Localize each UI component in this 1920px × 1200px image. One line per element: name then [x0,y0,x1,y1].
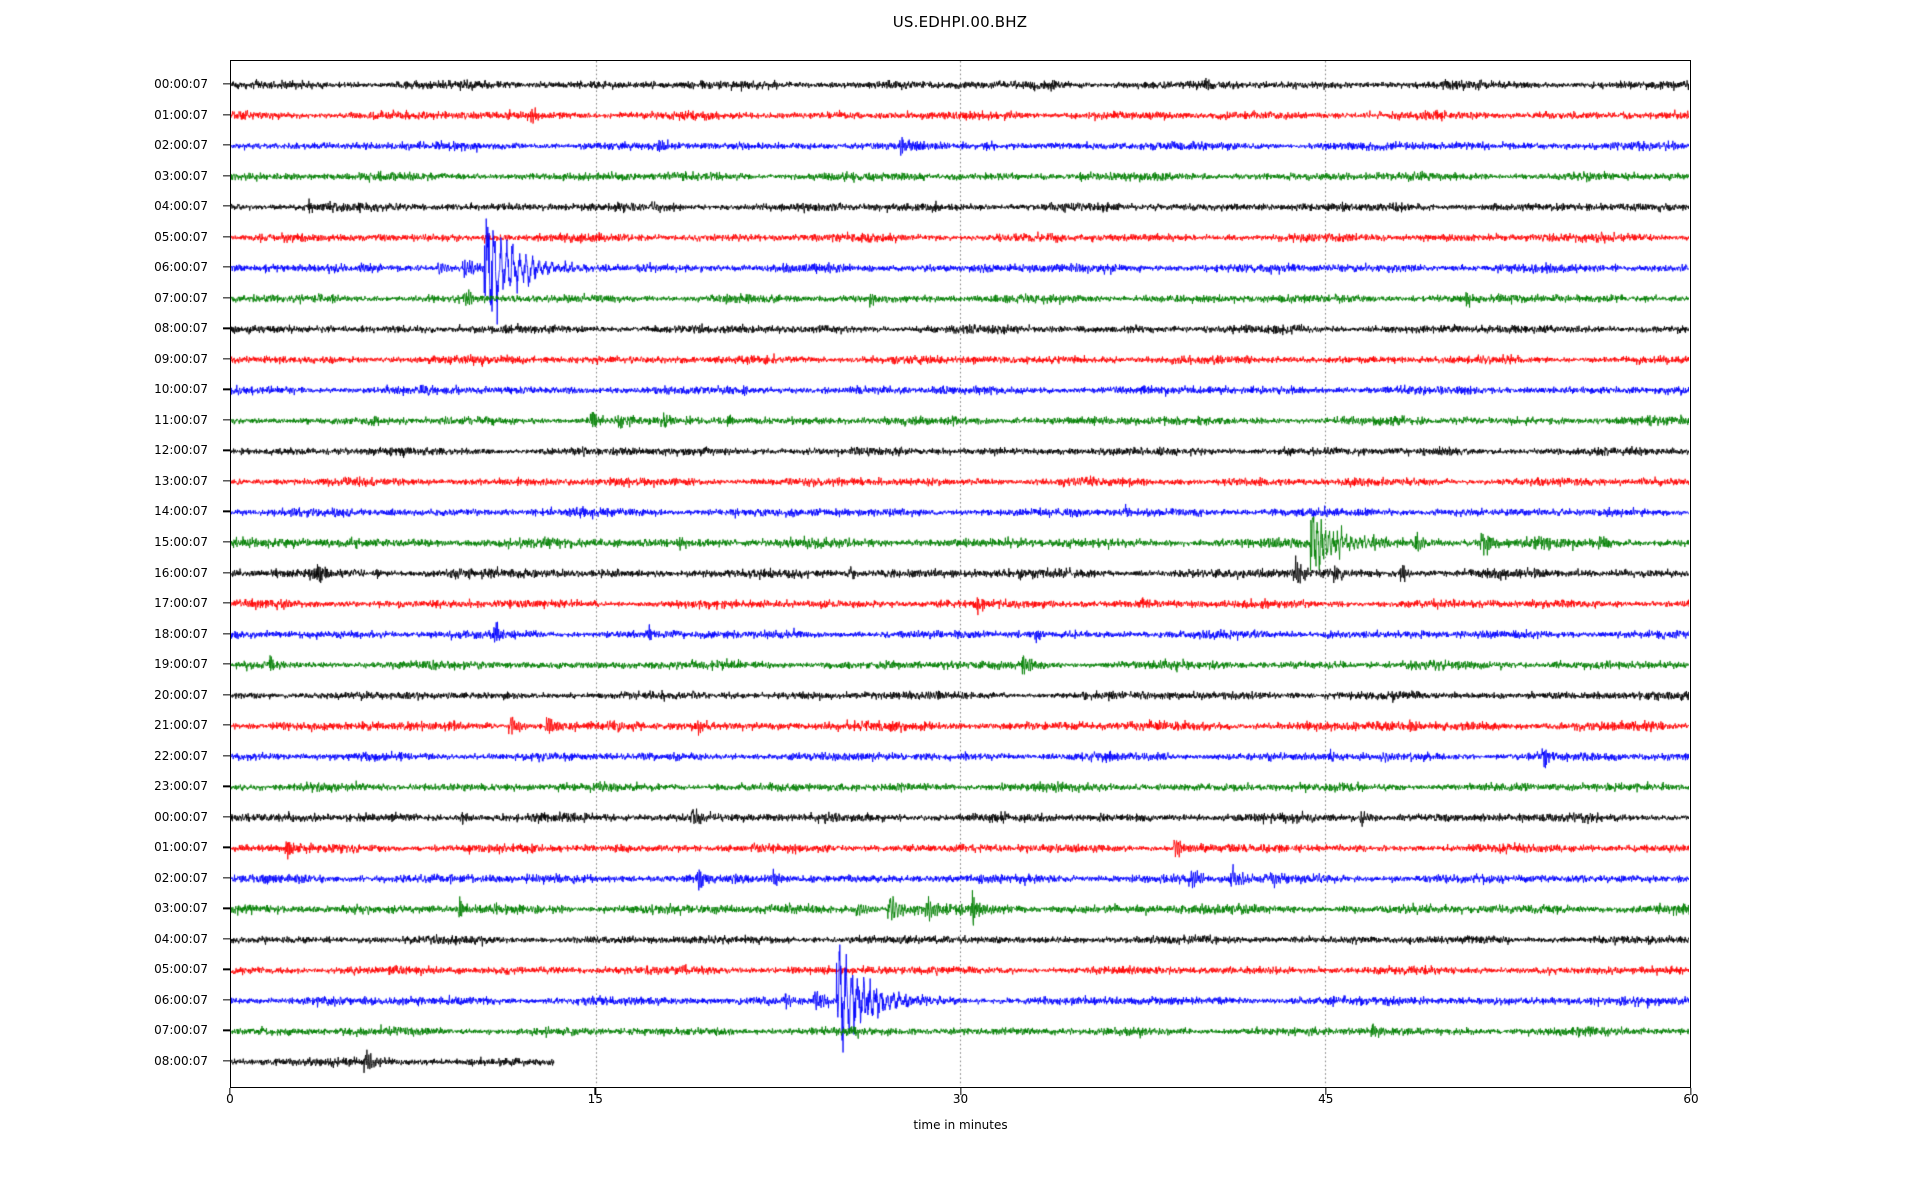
y-tick-mark-11 [223,419,231,421]
y-tick-label-23: 23:00:07 [154,779,208,794]
y-tick-mark-8 [223,327,231,329]
y-tick-mark-25 [223,846,231,848]
y-tick-label-14: 14:00:07 [154,504,208,519]
y-tick-label-12: 12:00:07 [154,443,208,458]
y-tick-label-11: 11:00:07 [154,412,208,427]
y-tick-mark-6 [223,266,231,268]
y-tick-mark-2 [223,144,231,146]
y-tick-label-27: 03:00:07 [154,901,208,916]
y-tick-mark-19 [223,663,231,665]
x-tick-mark-60 [1690,1088,1692,1095]
x-tick-mark-15 [594,1088,596,1095]
y-tick-label-3: 03:00:07 [154,168,208,183]
x-tick-mark-30 [959,1088,962,1095]
y-tick-mark-30 [223,999,231,1001]
y-tick-label-1: 01:00:07 [154,107,208,122]
seismic-traces-canvas [231,61,1689,1086]
x-tick-label-45: 45 [1318,1092,1334,1106]
x-tick-mark-0 [229,1088,231,1095]
y-tick-label-18: 18:00:07 [154,626,208,641]
y-tick-label-10: 10:00:07 [154,382,208,397]
y-tick-mark-31 [223,1029,231,1032]
y-tick-label-24: 00:00:07 [154,809,208,824]
y-tick-label-22: 22:00:07 [154,748,208,763]
y-tick-mark-10 [223,388,231,390]
y-tick-mark-9 [223,358,231,360]
page-title: US.EDHPI.00.BHZ [892,13,1028,31]
y-tick-label-0: 00:00:07 [154,77,208,91]
y-tick-mark-29 [223,968,231,971]
y-tick-mark-17 [223,602,231,604]
y-tick-mark-3 [223,174,231,177]
y-tick-mark-1 [223,113,231,116]
y-tick-mark-27 [223,907,231,909]
y-tick-label-25: 01:00:07 [154,840,208,855]
y-tick-label-30: 06:00:07 [154,992,208,1007]
x-tick-mark-45 [1325,1088,1327,1095]
y-tick-label-5: 05:00:07 [154,229,208,244]
y-tick-mark-18 [223,632,231,635]
plot-area [230,60,1691,1088]
y-tick-mark-20 [223,693,231,696]
y-tick-label-4: 04:00:07 [154,199,208,214]
y-tick-mark-22 [223,755,231,757]
y-tick-label-17: 17:00:07 [154,596,208,611]
y-tick-mark-24 [223,816,231,818]
y-tick-label-29: 05:00:07 [154,962,208,977]
y-tick-label-26: 02:00:07 [154,870,208,885]
x-tick-label-15: 15 [587,1092,603,1106]
y-tick-label-7: 07:00:07 [154,290,208,305]
y-tick-label-21: 21:00:07 [154,718,208,733]
y-tick-label-9: 09:00:07 [154,351,208,366]
y-tick-label-28: 04:00:07 [154,931,208,946]
y-tick-label-2: 02:00:07 [154,138,208,153]
y-tick-mark-13 [223,480,231,482]
y-tick-mark-4 [223,205,231,207]
y-tick-label-8: 08:00:07 [154,321,208,336]
y-tick-mark-12 [223,449,231,452]
y-tick-label-31: 07:00:07 [154,1023,208,1038]
y-tick-mark-32 [223,1060,231,1062]
y-tick-label-16: 16:00:07 [154,565,208,580]
y-tick-mark-16 [223,571,231,574]
y-tick-label-6: 06:00:07 [154,260,208,275]
y-tick-mark-14 [223,510,231,513]
y-tick-mark-15 [223,541,231,543]
x-axis-tick-labels: 0 15 30 45 60 [226,1092,1698,1114]
y-axis-tick-labels: 00:00:07 01:00:07 02:00:07 03:00:07 04:00:07… [0,60,222,1088]
y-tick-mark-26 [223,877,231,879]
x-tick-label-30: 30 [952,1092,969,1106]
y-tick-label-19: 19:00:07 [154,657,208,672]
y-tick-mark-21 [223,724,231,726]
y-tick-label-20: 20:00:07 [154,687,208,702]
x-tick-label-0: 0 [226,1092,234,1106]
x-axis-title: time in minutes [913,1118,1008,1132]
y-tick-mark-28 [223,938,231,940]
y-tick-mark-7 [223,297,231,299]
y-tick-mark-5 [223,236,231,238]
x-tick-label-60: 60 [1683,1092,1699,1106]
y-tick-label-13: 13:00:07 [154,473,208,488]
y-tick-label-32: 08:00:07 [154,1054,208,1068]
y-tick-label-15: 15:00:07 [154,534,208,549]
y-tick-mark-23 [223,785,231,787]
y-tick-mark-0 [223,83,231,85]
